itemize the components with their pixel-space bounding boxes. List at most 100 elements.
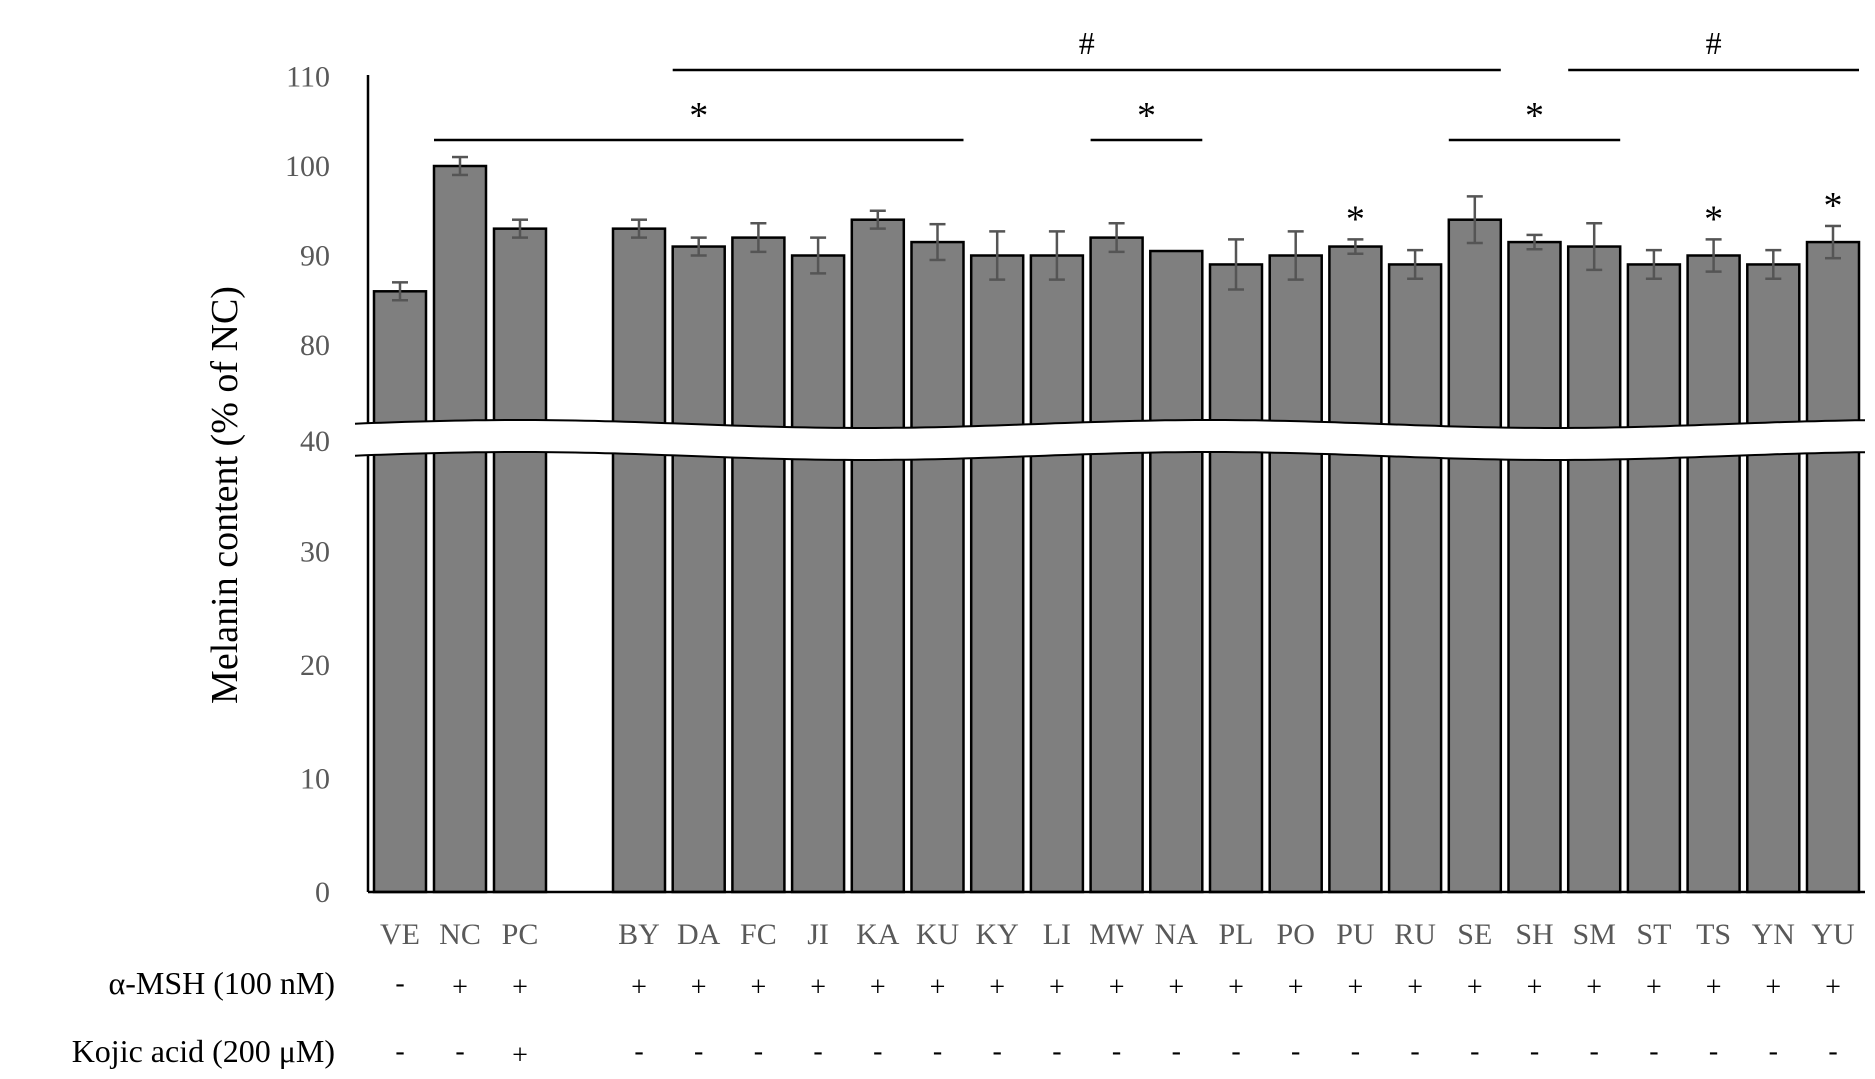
treatment-mark: +	[1586, 972, 1602, 1003]
error-bar-fc	[750, 222, 767, 254]
treatment-mark: -	[455, 1036, 464, 1067]
category-label-by: BY	[618, 918, 660, 951]
axis-break-line-bottom	[354, 451, 1866, 461]
category-label-pu: PU	[1336, 918, 1375, 951]
treatment-mark: -	[395, 968, 404, 999]
error-bar-da	[690, 236, 707, 257]
error-bar-pc	[512, 218, 528, 239]
treatment-mark: -	[1470, 1036, 1479, 1067]
error-bar-ru	[1407, 248, 1424, 281]
y-tick-label: 80	[300, 329, 330, 362]
y-tick-label: 0	[315, 876, 330, 909]
bar-pu	[1328, 245, 1383, 894]
error-bar-yu	[1825, 224, 1841, 260]
treatment-mark: -	[395, 1036, 404, 1067]
error-bar-ji	[810, 236, 827, 275]
error-bar-mw	[1108, 222, 1125, 254]
treatment-mark: -	[813, 1036, 822, 1067]
y-tick-label: 10	[300, 763, 330, 796]
bar-ji	[790, 254, 846, 894]
category-label-yn: YN	[1752, 918, 1795, 951]
treatment-mark: +	[870, 972, 886, 1003]
treatment-mark: +	[1168, 972, 1184, 1003]
treatment-mark: +	[1228, 972, 1244, 1003]
treatment-mark: +	[1706, 972, 1722, 1003]
error-bar-pu	[1347, 238, 1364, 255]
error-bar-ts	[1705, 238, 1722, 273]
category-label-na: NA	[1155, 918, 1199, 951]
treatment-mark: -	[1172, 1036, 1181, 1067]
treatment-mark: -	[1590, 1036, 1599, 1067]
bar-pl	[1208, 263, 1264, 894]
error-bar-ve	[392, 281, 408, 302]
y-tick-label: 100	[285, 150, 330, 183]
bar-pc	[492, 227, 548, 894]
significance-symbol: *	[689, 95, 708, 137]
bar-yu	[1805, 240, 1861, 894]
bar-sm	[1566, 245, 1622, 894]
treatment-mark: -	[754, 1036, 763, 1067]
category-label-yu: YU	[1811, 918, 1855, 951]
error-bar-ku	[929, 222, 946, 262]
treatment-mark: +	[810, 972, 826, 1003]
category-label-ku: KU	[916, 918, 960, 951]
category-label-ru: RU	[1394, 918, 1436, 951]
error-bar-pl	[1228, 238, 1244, 291]
category-label-mw: MW	[1089, 918, 1145, 951]
category-label-fc: FC	[740, 918, 777, 951]
y-tick-label: 90	[300, 240, 330, 273]
bar-st	[1626, 263, 1682, 894]
significance-symbol: #	[1706, 25, 1722, 61]
treatment-mark: +	[1467, 972, 1483, 1003]
significance-symbol: *	[1525, 95, 1544, 137]
treatment-mark: +	[452, 972, 468, 1003]
category-label-se: SE	[1457, 918, 1492, 951]
error-bar-sh	[1526, 233, 1543, 251]
significance-mark-yu: *	[1824, 185, 1843, 227]
treatment-mark: +	[1527, 972, 1543, 1003]
treatment-mark: +	[512, 1040, 528, 1071]
bar-yn	[1746, 263, 1801, 894]
error-bar-ky	[989, 230, 1006, 281]
y-tick-label: 20	[300, 649, 330, 682]
treatment-mark: +	[1407, 972, 1423, 1003]
category-label-ts: TS	[1696, 918, 1731, 951]
error-bar-li	[1048, 230, 1065, 281]
treatment-mark: +	[1825, 972, 1841, 1003]
error-bar-ka	[869, 209, 886, 230]
treatment-mark: -	[873, 1036, 882, 1067]
error-bar-sm	[1586, 222, 1603, 272]
error-bar-by	[631, 218, 647, 239]
bar-po	[1268, 254, 1323, 894]
bar-fc	[731, 236, 786, 894]
y-tick-label: 30	[300, 536, 330, 569]
treatment-mark: -	[1351, 1036, 1360, 1067]
treatment-mark: -	[1649, 1036, 1658, 1067]
bar-ts	[1686, 254, 1741, 894]
bar-li	[1029, 254, 1085, 894]
treatment-label: Kojic acid (200 μM)	[72, 1033, 335, 1069]
category-label-pl: PL	[1218, 918, 1253, 951]
treatment-mark: +	[930, 972, 946, 1003]
category-label-pc: PC	[502, 918, 539, 951]
treatment-mark: +	[1646, 972, 1662, 1003]
treatment-mark: -	[1828, 1036, 1837, 1067]
treatment-mark: -	[1769, 1036, 1778, 1067]
treatment-mark: +	[512, 972, 528, 1003]
category-label-ve: VE	[380, 918, 420, 951]
significance-symbol: #	[1079, 25, 1095, 61]
treatment-mark: -	[993, 1036, 1002, 1067]
category-label-ji: JI	[807, 918, 829, 951]
bar-na	[1149, 249, 1204, 894]
treatment-mark: -	[1231, 1036, 1240, 1067]
treatment-mark: +	[751, 972, 767, 1003]
treatment-mark: -	[1530, 1036, 1539, 1067]
significance-symbol: *	[1137, 95, 1156, 137]
treatment-mark: -	[634, 1036, 643, 1067]
axis-break-band	[355, 420, 1865, 460]
treatment-mark: -	[1112, 1036, 1121, 1067]
treatment-mark: -	[694, 1036, 703, 1067]
y-axis-label: Melanin content (% of NC)	[204, 286, 246, 704]
treatment-mark: +	[989, 972, 1005, 1003]
